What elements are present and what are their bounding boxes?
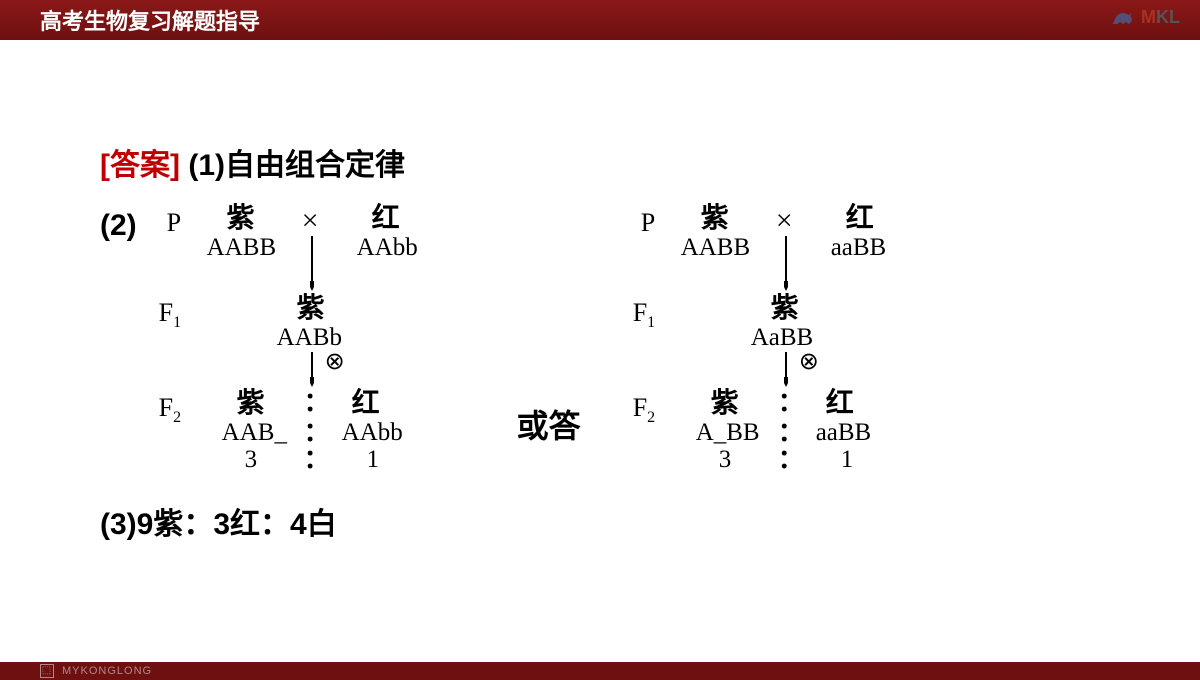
p2-geno: aaBB [831,234,887,262]
p2-pheno: 红 [846,204,874,235]
f2-1-geno: AAB_ [222,419,287,447]
f2-2-pheno: 红 [352,389,380,420]
self-cross-icon: ⊗ [799,349,819,375]
f2-label: F2 [633,394,655,427]
answer-line-3: (3)9紫：3红：4白 [100,499,1100,543]
colon: ： [304,419,330,448]
header-title: 高考生物复习解题指导 [40,4,260,36]
f2-2-ratio: 1 [841,446,854,474]
f2-2-geno: AAbb [342,419,403,447]
p1-geno: AABB [681,234,750,262]
f2-1-pheno: 紫 [711,389,739,420]
f2-2-pheno: 红 [826,389,854,420]
part3-text: 9紫：3红：4白 [137,508,337,541]
p-label: P [167,209,181,238]
arrow-down-icon [784,352,788,387]
f1-pheno: 紫 [297,294,325,325]
part3-label: (3) [100,508,137,541]
cross-symbol: × [302,204,319,237]
f2-2-ratio: 1 [367,446,380,474]
arrow-down-icon [784,236,788,291]
part1-text: 自由组合定律 [225,149,405,182]
f2-1-pheno: 紫 [237,389,265,420]
p1-geno: AABB [207,234,276,262]
f2-1-ratio: 3 [719,446,732,474]
p1-pheno: 紫 [701,204,729,235]
f1-geno: AaBB [751,324,814,352]
p-label: P [641,209,655,238]
f2-1-geno: A_BB [696,419,760,447]
p2-geno: AAbb [357,234,418,262]
diagram-area: P 紫 AABB × 红 AAbb F1 紫 AABb ⊗ F2 紫 ： 红 A… [147,204,951,464]
f1-label: F1 [633,299,655,332]
answer-line-1: [答案] (1)自由组合定律 [100,140,1100,184]
logo-text: MKL [1141,7,1180,28]
arrow-down-icon [310,236,314,291]
colon: ： [304,446,330,475]
arrow-down-icon [310,352,314,387]
cross-symbol: × [776,204,793,237]
colon: ： [778,419,804,448]
f2-1-ratio: 3 [245,446,258,474]
f2-label: F2 [159,394,181,427]
f1-geno: AABb [277,324,342,352]
f1-pheno: 紫 [771,294,799,325]
dinosaur-icon [1109,6,1137,28]
slide-footer: ⬚ MYKONGLONG [0,662,1200,680]
p2-pheno: 红 [372,204,400,235]
answer-label: [答案] [100,149,180,182]
part1-label: (1) [188,149,225,182]
footer-icon: ⬚ [40,664,54,678]
footer-text: MYKONGLONG [62,665,152,677]
answer-row-2: (2) P 紫 AABB × 红 AAbb F1 紫 AABb ⊗ F2 紫 ：… [100,204,1100,464]
self-cross-icon: ⊗ [325,349,345,375]
f2-2-geno: aaBB [816,419,872,447]
f1-label: F1 [159,299,181,332]
genetics-diagram-2: P 紫 AABB × 红 aaBB F1 紫 AaBB ⊗ F2 紫 ： 红 A… [621,204,951,464]
genetics-diagram-1: P 紫 AABB × 红 AAbb F1 紫 AABb ⊗ F2 紫 ： 红 A… [147,204,477,464]
logo: MKL [1109,6,1180,28]
slide-content: [答案] (1)自由组合定律 (2) P 紫 AABB × 红 AAbb F1 … [0,40,1200,543]
colon: ： [778,446,804,475]
slide-header: 高考生物复习解题指导 MKL [0,0,1200,40]
p1-pheno: 紫 [227,204,255,235]
colon: ： [304,389,330,418]
part2-label: (2) [100,204,137,243]
colon: ： [778,389,804,418]
or-text: 或答 [517,401,581,447]
